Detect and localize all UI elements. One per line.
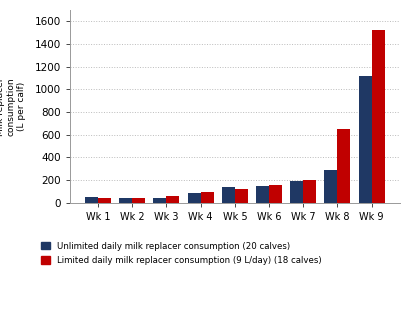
Bar [269,185,282,203]
Bar [132,198,145,203]
Bar [153,198,166,203]
Text: Milk replacer
consumption
(L per calf): Milk replacer consumption (L per calf) [0,77,26,136]
Bar [98,198,111,203]
Bar [235,189,248,203]
Bar [222,187,235,203]
Bar [372,30,385,203]
Legend: Unlimited daily milk replacer consumption (20 calves), Limited daily milk replac: Unlimited daily milk replacer consumptio… [41,242,321,265]
Bar [187,193,201,203]
Bar [290,181,303,203]
Bar [119,198,132,203]
Bar [337,129,351,203]
Bar [166,196,180,203]
Bar [359,76,372,203]
Bar [325,170,337,203]
Bar [256,186,269,203]
Bar [303,180,316,203]
Bar [201,192,214,203]
Bar [85,197,98,203]
